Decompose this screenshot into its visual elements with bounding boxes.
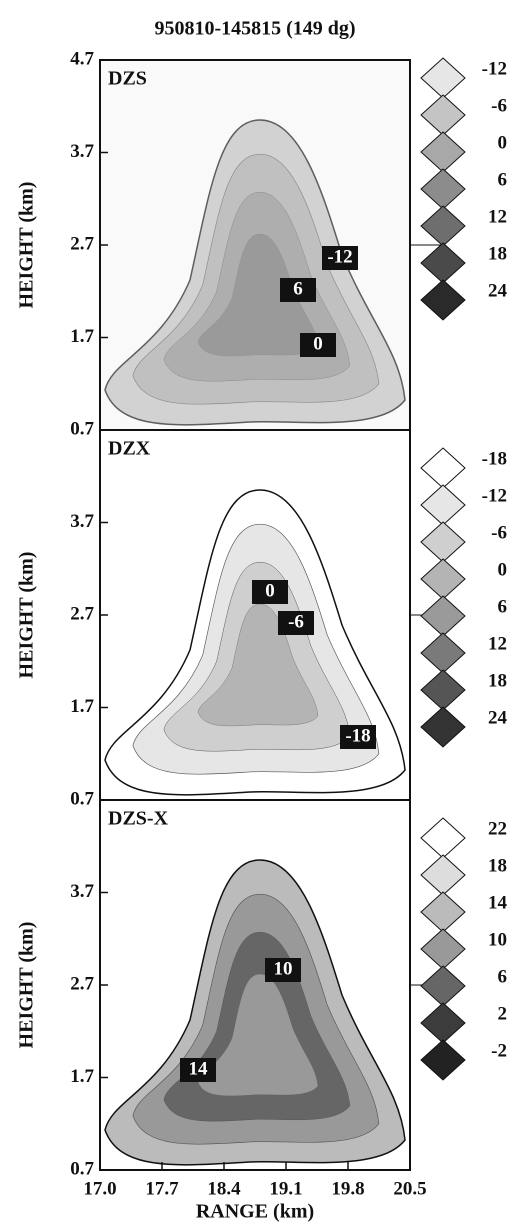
y-tick-label: 3.7 xyxy=(70,141,94,162)
legend-swatch xyxy=(420,558,466,600)
legend-label: 24 xyxy=(488,280,508,301)
legend-swatch xyxy=(420,854,466,896)
legend-label: 18 xyxy=(488,243,507,264)
contour-label-box xyxy=(265,958,301,982)
contour-label: 10 xyxy=(274,958,293,979)
legend-label: 0 xyxy=(498,559,508,580)
legend-swatch xyxy=(420,706,466,748)
y-tick-label: 0.7 xyxy=(70,788,94,809)
x-tick-label: 19.1 xyxy=(269,1178,302,1199)
legend-label: 18 xyxy=(488,670,507,691)
legend-swatch xyxy=(420,928,466,970)
y-tick-label: 1.7 xyxy=(70,326,94,347)
contour-label-box xyxy=(180,1058,216,1082)
contour-label-box xyxy=(252,580,288,604)
legend-label: 14 xyxy=(488,892,508,913)
contour-label: -18 xyxy=(345,725,370,746)
y-axis-label: HEIGHT (km) xyxy=(16,552,38,679)
contour-fill xyxy=(197,603,319,727)
y-tick-label: 1.7 xyxy=(70,696,94,717)
legend-swatch xyxy=(420,205,466,247)
legend-label: 18 xyxy=(488,855,507,876)
legend-label: 24 xyxy=(488,707,508,728)
legend-swatch xyxy=(420,669,466,711)
legend-swatch xyxy=(420,168,466,210)
legend-swatch xyxy=(420,595,466,637)
y-axis-label: HEIGHT (km) xyxy=(16,922,38,1049)
legend-label: 6 xyxy=(498,596,508,617)
legend-label: -18 xyxy=(482,448,507,469)
legend-swatch xyxy=(420,279,466,321)
y-axis-label: HEIGHT (km) xyxy=(16,182,38,309)
contour-label-box xyxy=(322,246,358,270)
legend-label: 10 xyxy=(488,929,507,950)
legend-swatch xyxy=(420,891,466,933)
legend-swatch xyxy=(420,817,466,859)
contour-label: 0 xyxy=(313,333,323,354)
legend-label: 12 xyxy=(488,633,507,654)
contour-label-box xyxy=(300,333,336,357)
legend-swatch xyxy=(420,1039,466,1081)
legend-label: 12 xyxy=(488,206,507,227)
x-tick-label: 20.5 xyxy=(393,1178,426,1199)
panel-label: DZX xyxy=(108,438,151,460)
contour-label-box xyxy=(280,278,316,302)
x-tick-label: 17.0 xyxy=(83,1178,116,1199)
legend-swatch xyxy=(420,131,466,173)
contour-group xyxy=(104,489,406,796)
contour-fill xyxy=(197,973,319,1097)
legend-label: -12 xyxy=(482,58,507,79)
y-tick-label: 2.7 xyxy=(70,233,94,254)
x-tick-label: 17.7 xyxy=(145,1178,179,1199)
contour-group xyxy=(104,859,406,1166)
legend-label: -6 xyxy=(491,95,507,116)
contour-label: 0 xyxy=(265,580,275,601)
contour-label-box xyxy=(278,611,314,635)
figure-title: 950810-145815 (149 dg) xyxy=(154,18,355,40)
y-tick-label: 3.7 xyxy=(70,511,94,532)
legend-label: 6 xyxy=(498,169,508,190)
y-tick-label: 2.7 xyxy=(70,973,94,994)
contour-label: -6 xyxy=(288,611,304,632)
contour-label: -12 xyxy=(327,246,352,267)
legend-swatch xyxy=(420,242,466,284)
legend-swatch xyxy=(420,484,466,526)
x-tick-label: 19.8 xyxy=(331,1178,364,1199)
legend-label: 2 xyxy=(498,1003,508,1024)
contour-label: 14 xyxy=(189,1058,209,1079)
legend-swatch xyxy=(420,521,466,563)
legend-label: -12 xyxy=(482,485,507,506)
y-tick-label: 1.7 xyxy=(70,1066,94,1087)
y-tick-label: 0.7 xyxy=(70,418,94,439)
panel-label: DZS xyxy=(108,68,147,90)
legend-label: -6 xyxy=(491,522,507,543)
panel-label: DZS-X xyxy=(108,808,169,830)
legend-swatch xyxy=(420,965,466,1007)
y-tick-label: 4.7 xyxy=(70,48,94,69)
legend-swatch xyxy=(420,632,466,674)
y-tick-label: 3.7 xyxy=(70,881,94,902)
legend-label: 6 xyxy=(498,966,508,987)
legend-label: -2 xyxy=(491,1040,507,1061)
x-axis-label: RANGE (km) xyxy=(196,1201,314,1223)
y-tick-label: 2.7 xyxy=(70,603,94,624)
x-tick-label: 18.4 xyxy=(207,1178,241,1199)
contour-label-box xyxy=(340,725,376,749)
contour-label: 6 xyxy=(293,278,303,299)
legend-swatch xyxy=(420,1002,466,1044)
legend-swatch xyxy=(420,447,466,489)
background-field xyxy=(100,60,410,430)
legend-swatch xyxy=(420,94,466,136)
legend-swatch xyxy=(420,57,466,99)
legend-label: 0 xyxy=(498,132,508,153)
y-tick-label: 0.7 xyxy=(70,1158,94,1179)
legend-label: 22 xyxy=(488,818,507,839)
